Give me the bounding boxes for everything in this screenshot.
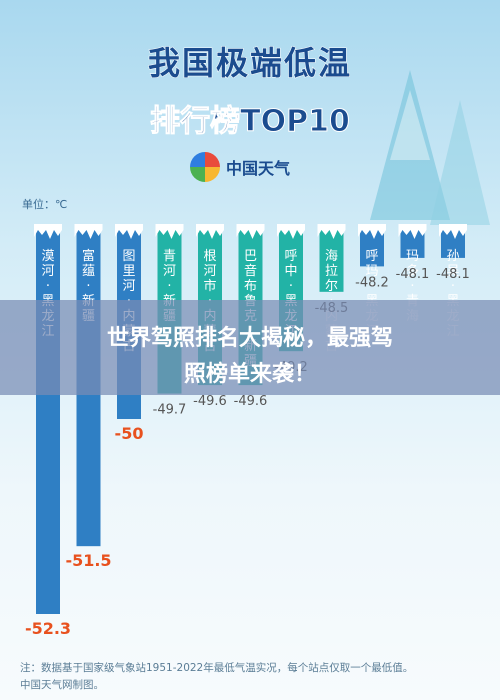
brand-logo: 中国天气 <box>190 152 290 182</box>
category-label-char: · <box>289 279 293 294</box>
bar-icicle-0 <box>34 224 62 239</box>
category-label-char: · <box>167 279 171 294</box>
pine-tree-decoration <box>370 70 490 225</box>
category-label-char: · <box>410 279 414 294</box>
footnote: 注：数据基于国家级气象站1951-2022年最低气温实况，每个站点仅取一个最低值… <box>20 662 414 674</box>
category-label-char: 布 <box>244 279 257 294</box>
category-label-char: 玛 <box>365 264 378 279</box>
value-label-0: -52.3 <box>25 619 71 638</box>
category-label-char: 河 <box>41 264 54 279</box>
category-label-char: 中 <box>284 264 297 279</box>
category-label-char: 拉 <box>325 264 338 279</box>
value-label-2: -50 <box>115 424 144 443</box>
bar-icicle-1 <box>74 224 103 239</box>
logo-text: 中国天气 <box>226 159 291 178</box>
category-label-char: 海 <box>325 249 338 264</box>
category-label-char: 呼 <box>284 249 297 264</box>
value-label-5: -49.6 <box>234 394 268 409</box>
logo-icon <box>190 152 220 182</box>
bar-icicle-8 <box>358 224 386 239</box>
category-label-char: 音 <box>244 263 257 279</box>
category-label-char: 蕴 <box>82 264 95 279</box>
category-label-char: 河 <box>163 264 176 279</box>
value-label-1: -51.5 <box>65 551 111 570</box>
title-line-1: 我国极端低温 <box>147 44 352 83</box>
category-label-char: · <box>46 279 50 294</box>
value-label-3: -49.7 <box>153 403 187 418</box>
category-label-char: 呼 <box>365 249 378 264</box>
unit-label: 单位：℃ <box>22 198 68 211</box>
bar-icicle-4 <box>196 224 224 239</box>
category-label-char: 漠 <box>41 249 54 264</box>
overlay-banner <box>0 300 500 395</box>
category-label-char: · <box>86 279 90 294</box>
category-label-char: 河 <box>122 279 135 294</box>
category-label-char: 里 <box>122 264 135 279</box>
bar-icicle-9 <box>398 224 427 239</box>
bar-icicle-3 <box>155 224 184 239</box>
category-label-char: 青 <box>163 249 176 264</box>
banner-text-line-2: 照榜单来袭！ <box>183 362 316 387</box>
category-label-char: 图 <box>122 249 135 264</box>
bar-icicle-5 <box>236 224 265 239</box>
category-label-char: 根 <box>203 249 216 264</box>
category-label-char: · <box>370 279 374 294</box>
category-label-char: 玛 <box>406 249 419 264</box>
category-label-char: 富 <box>82 248 95 264</box>
category-label-char: 尔 <box>325 279 338 294</box>
value-label-8: -48.2 <box>355 275 389 290</box>
bar-icicle-7 <box>317 224 346 239</box>
category-label-char: 吴 <box>446 264 459 279</box>
bar-icicle-6 <box>277 224 305 239</box>
category-label-char: 市 <box>203 278 216 294</box>
bar-icicle-2 <box>115 224 143 239</box>
bar-icicle-10 <box>439 224 467 239</box>
bar-0 <box>36 224 60 614</box>
footnote-credit: 中国天气网制图。 <box>20 679 104 691</box>
value-label-10: -48.1 <box>436 267 470 282</box>
title-line-2: 排行榜TOP10 <box>150 104 351 140</box>
category-label-char: 孙 <box>446 249 459 264</box>
bar-7 <box>319 224 344 292</box>
chart-title: 我国极端低温 排行榜TOP10 <box>100 38 400 140</box>
banner-text-line-1: 世界驾照排名大揭秘，最强驾 <box>106 326 393 351</box>
category-label-char: 多 <box>406 263 419 279</box>
value-label-9: -48.1 <box>396 267 430 282</box>
category-label-char: · <box>451 279 455 294</box>
category-label-char: 河 <box>203 264 216 279</box>
category-label-char: 巴 <box>244 249 257 264</box>
value-label-4: -49.6 <box>193 394 227 409</box>
